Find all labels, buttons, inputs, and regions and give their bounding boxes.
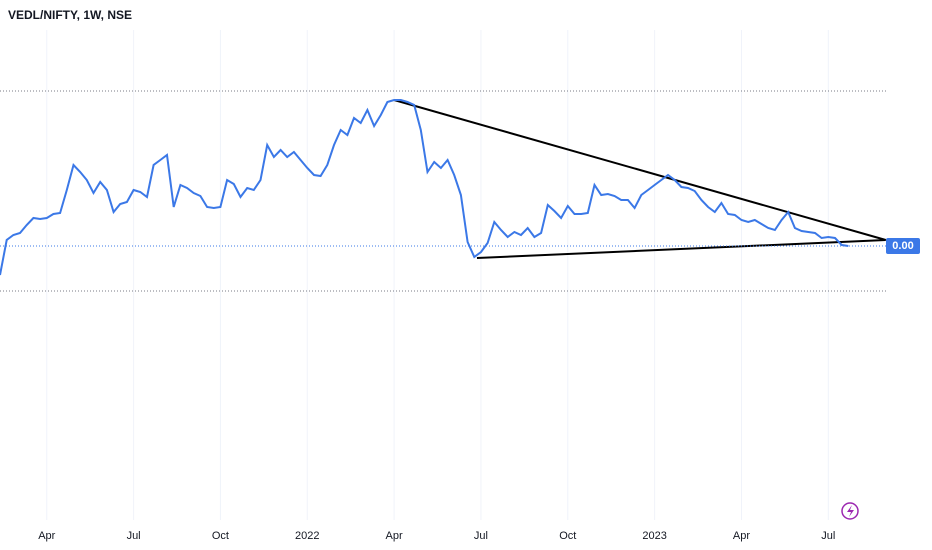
x-tick-label: Apr bbox=[733, 530, 750, 542]
x-tick-label: Oct bbox=[212, 530, 229, 542]
x-tick-label: Apr bbox=[386, 530, 403, 542]
x-tick-label: Jul bbox=[821, 530, 835, 542]
chart-title: VEDL/NIFTY, 1W, NSE bbox=[8, 8, 132, 22]
price-line bbox=[0, 99, 849, 276]
x-tick-label: Jul bbox=[474, 530, 488, 542]
x-tick-label: Oct bbox=[559, 530, 576, 542]
x-tick-label: 2022 bbox=[295, 530, 319, 542]
x-tick-label: 2023 bbox=[642, 530, 666, 542]
trend-line bbox=[476, 239, 886, 259]
x-tick-label: Apr bbox=[38, 530, 55, 542]
price-label: 0.00 bbox=[892, 240, 913, 252]
x-tick-label: Jul bbox=[127, 530, 141, 542]
trend-line bbox=[393, 99, 887, 241]
flash-icon[interactable] bbox=[841, 502, 859, 520]
price-label-box bbox=[886, 238, 920, 254]
